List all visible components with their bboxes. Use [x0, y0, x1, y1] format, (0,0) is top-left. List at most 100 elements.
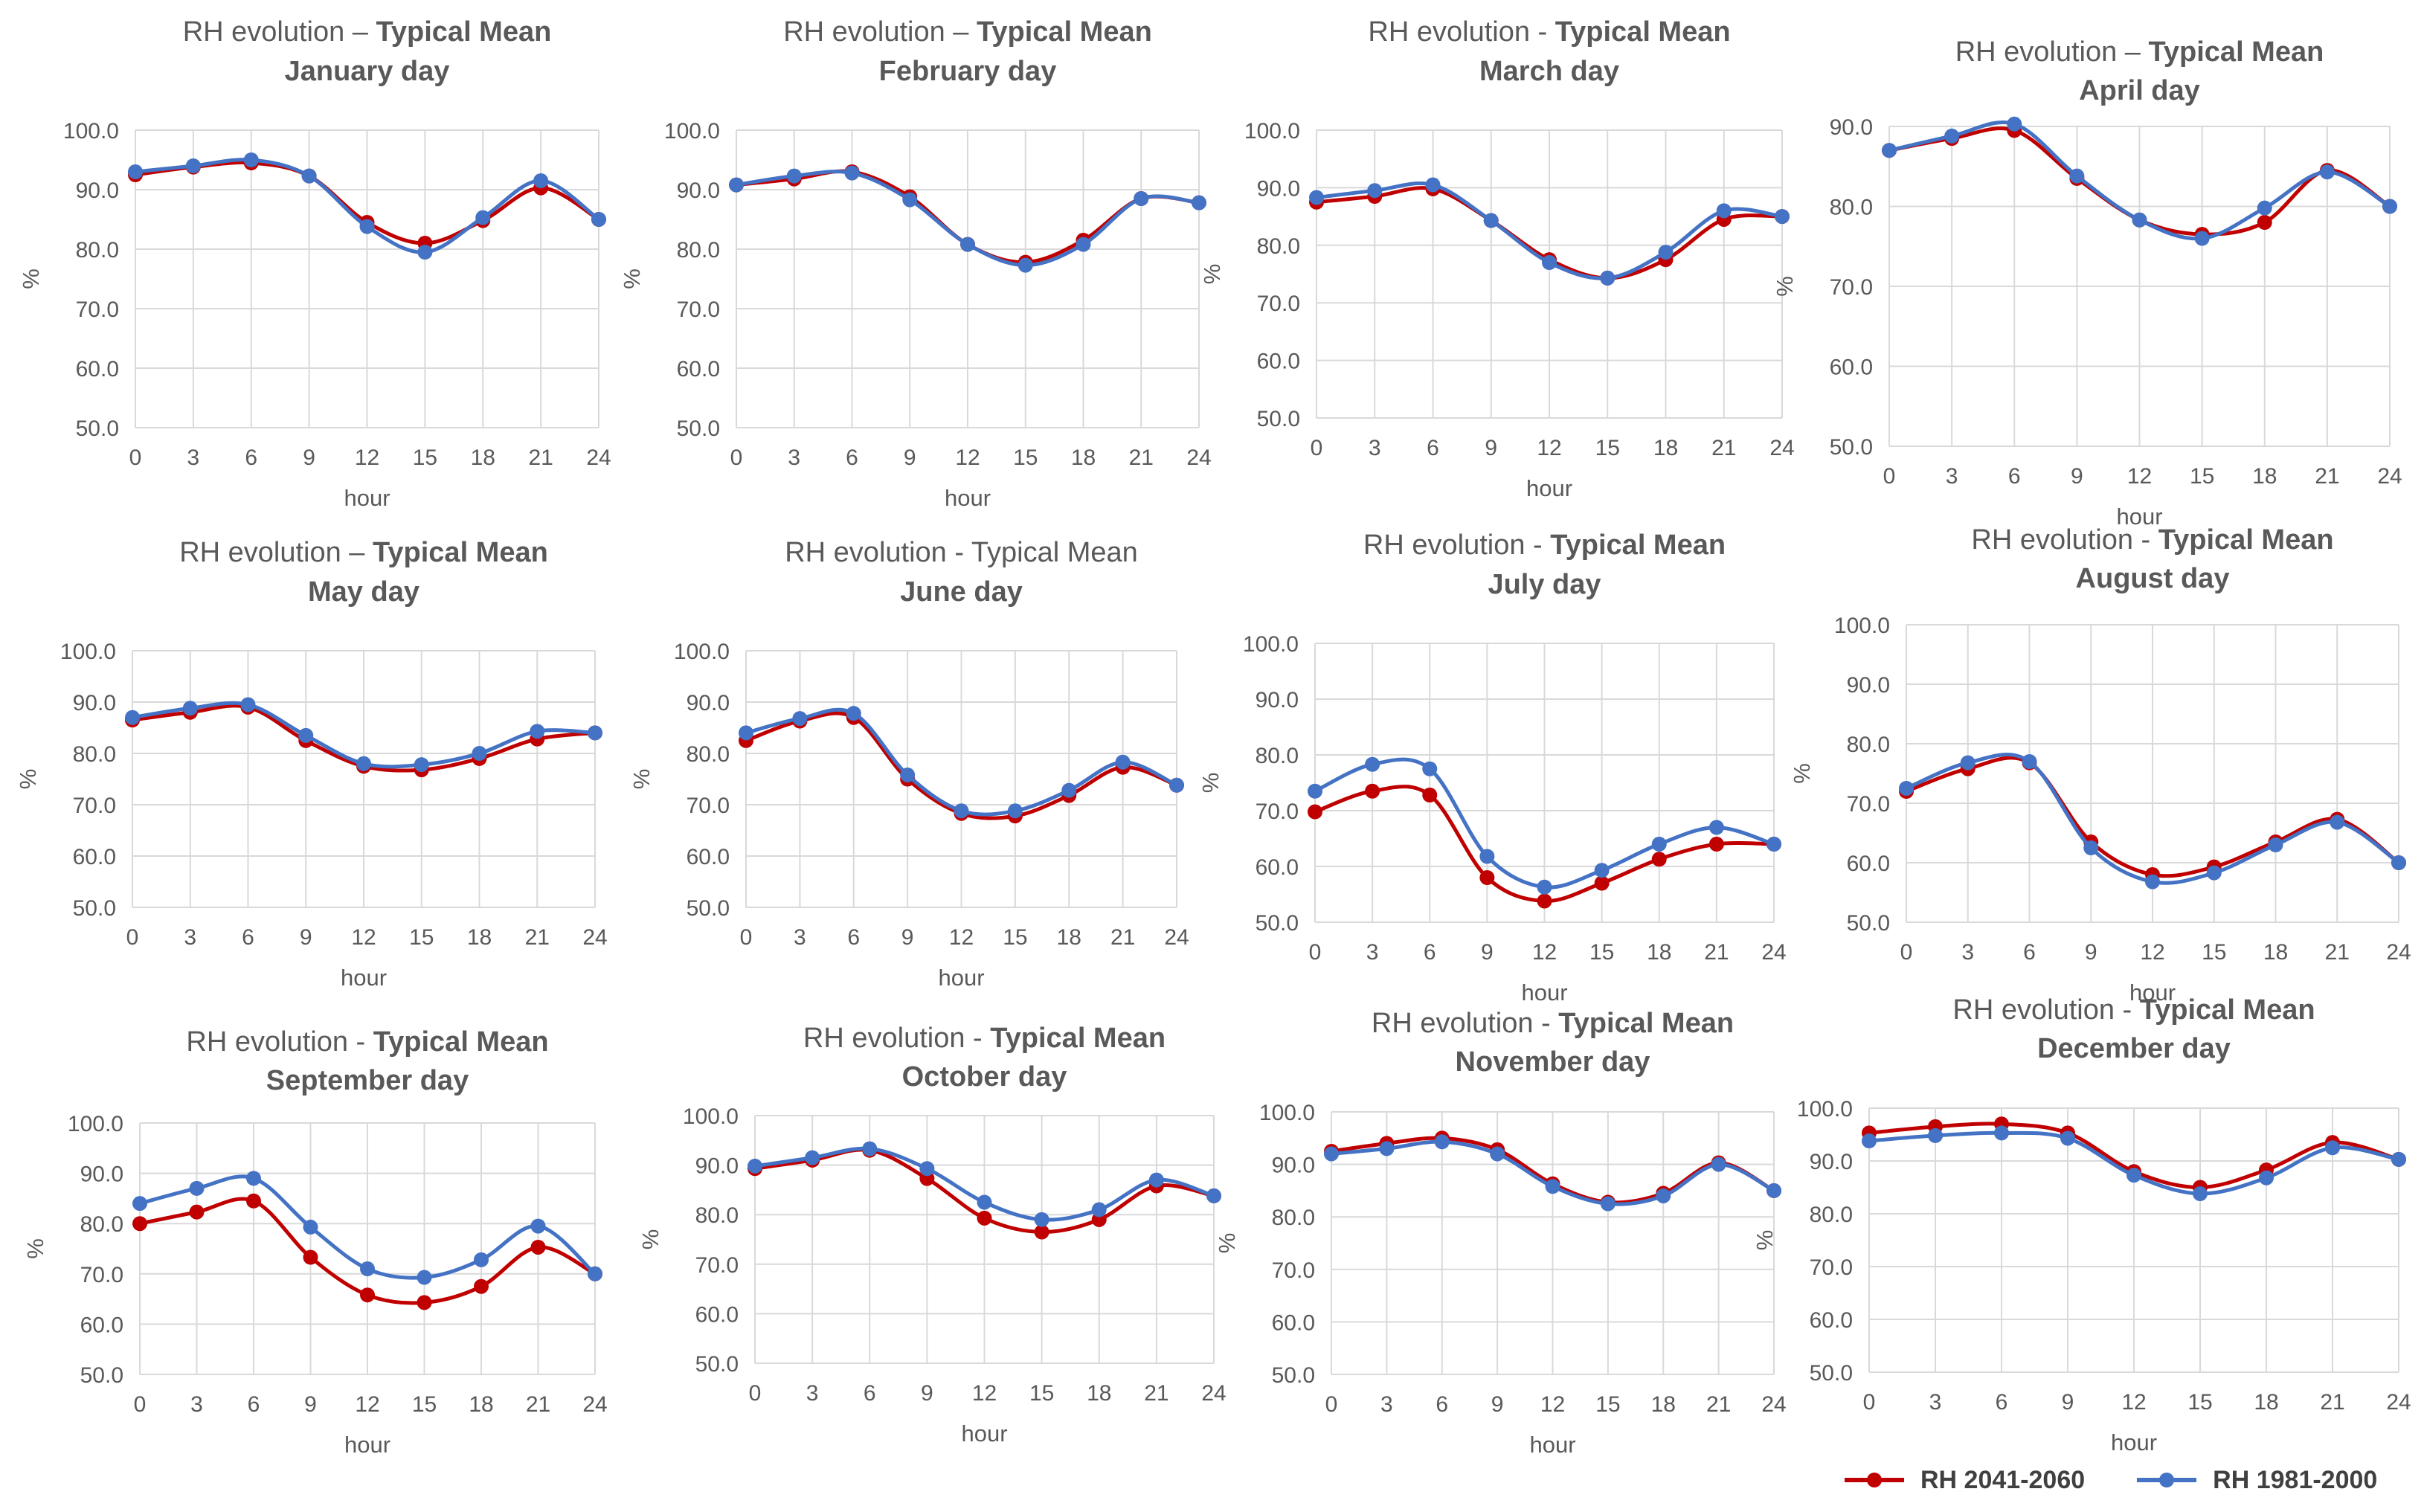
x-tick-label: 6 [864, 1381, 876, 1406]
data-point [125, 710, 140, 725]
chart-title-prefix: RH evolution - [785, 537, 971, 568]
x-tick-label: 3 [190, 1392, 203, 1417]
data-point [2206, 865, 2222, 881]
y-tick-label: 90.0 [687, 691, 730, 715]
y-tick-label: 50.0 [73, 896, 116, 921]
y-tick-label: 50.0 [1847, 911, 1890, 936]
data-point [2083, 840, 2099, 855]
x-tick-label: 9 [2085, 940, 2097, 965]
data-point [1115, 754, 1131, 770]
y-tick-label: 60.0 [687, 845, 730, 869]
data-point [1017, 257, 1033, 273]
chart-subtitle: December day [2037, 1033, 2231, 1064]
chart-title-prefix: RH evolution - [1368, 16, 1555, 48]
y-axis-label: % [1772, 276, 1798, 297]
data-point [1708, 820, 1724, 835]
y-axis-label: % [1199, 264, 1225, 285]
chart-5: RH evolution - Typical Mean June day 50.0 6… [628, 537, 1189, 991]
x-tick-label: 12 [2121, 1390, 2146, 1415]
y-tick-label: 60.0 [1257, 350, 1300, 374]
x-tick-label: 0 [1325, 1392, 1338, 1417]
y-tick-label: 100.0 [1243, 632, 1299, 657]
legend-item-2041-2060: RH 2041-2060 [1845, 1466, 2085, 1495]
data-point [1994, 1125, 2009, 1141]
data-point [530, 1239, 546, 1255]
data-point [591, 212, 606, 227]
chart-title-bold: Typical Mean [2158, 524, 2334, 556]
chart-title: RH evolution - Typical Mean [803, 1023, 1166, 1054]
data-point [1076, 237, 1091, 252]
data-point [1148, 1172, 1164, 1188]
data-point [2257, 200, 2272, 216]
y-tick-label: 70.0 [1257, 292, 1300, 316]
data-point [189, 1180, 205, 1196]
chart-1: RH evolution – Typical Mean February day 5… [619, 16, 1212, 511]
x-tick-label: 6 [846, 445, 858, 470]
data-point [303, 1249, 318, 1265]
chart-subtitle: March day [1479, 56, 1619, 87]
data-point [1169, 777, 1184, 793]
chart-title: RH evolution - Typical Mean [785, 537, 1138, 568]
x-tick-label: 21 [1144, 1381, 1168, 1406]
x-axis-label: hour [2116, 504, 2162, 530]
x-tick-label: 3 [794, 925, 806, 950]
x-tick-label: 24 [1761, 940, 1786, 965]
data-point [132, 1216, 147, 1232]
data-point [805, 1150, 820, 1165]
data-point [301, 168, 317, 184]
x-tick-label: 21 [1711, 436, 1736, 460]
x-axis-label: hour [1521, 979, 1567, 1006]
y-tick-label: 80.0 [1257, 234, 1300, 259]
x-tick-label: 24 [582, 925, 607, 950]
data-point [2330, 814, 2345, 830]
data-point [862, 1141, 878, 1156]
x-tick-label: 24 [586, 445, 611, 470]
y-axis-label: % [15, 769, 41, 790]
data-point [1600, 1196, 1616, 1212]
data-point [1490, 1146, 1505, 1162]
y-axis-label: % [1789, 763, 1815, 784]
x-tick-label: 15 [413, 445, 437, 470]
chart-title-bold: Typical Mean [1555, 16, 1731, 48]
data-point [977, 1194, 992, 1210]
x-tick-label: 21 [2320, 1390, 2344, 1415]
data-point [1425, 177, 1441, 193]
x-tick-label: 9 [303, 445, 315, 470]
x-tick-label: 18 [469, 1392, 493, 1417]
chart-title: RH evolution - Typical Mean [1952, 994, 2315, 1026]
y-tick-label: 90.0 [1256, 688, 1299, 712]
chart-7: RH evolution - Typical Mean August day 50.… [1789, 524, 2411, 1006]
x-tick-label: 15 [1013, 445, 1038, 470]
x-tick-label: 3 [1369, 436, 1381, 460]
data-point [414, 757, 429, 773]
x-tick-label: 18 [2254, 1390, 2278, 1415]
legend-item-1981-2000: RH 1981-2000 [2137, 1466, 2377, 1495]
legend-label-1981-2000: RH 1981-2000 [2213, 1465, 2378, 1494]
y-axis-label: % [637, 1229, 663, 1250]
data-point [792, 711, 808, 727]
data-point [1483, 213, 1499, 228]
y-tick-label: 60.0 [73, 845, 116, 869]
data-point [1308, 783, 1322, 799]
x-tick-label: 0 [126, 925, 139, 950]
x-tick-label: 9 [901, 925, 914, 950]
x-tick-label: 6 [245, 445, 257, 470]
chart-10: RH evolution - Typical Mean November day 5… [1214, 1008, 1787, 1458]
x-tick-label: 18 [471, 445, 495, 470]
data-point [472, 746, 487, 761]
y-tick-label: 70.0 [1272, 1258, 1315, 1283]
y-tick-label: 70.0 [695, 1253, 739, 1278]
data-point [1479, 870, 1495, 885]
x-tick-label: 9 [1481, 940, 1494, 965]
x-tick-label: 18 [2263, 940, 2288, 965]
y-tick-label: 80.0 [695, 1203, 739, 1228]
x-tick-label: 18 [1651, 1392, 1676, 1417]
data-point [1379, 1141, 1395, 1156]
data-point [748, 1158, 762, 1174]
y-tick-label: 90.0 [695, 1154, 739, 1179]
y-tick-label: 100.0 [68, 1112, 123, 1136]
x-tick-label: 15 [1589, 940, 1614, 965]
y-tick-label: 80.0 [687, 742, 730, 767]
data-point [1422, 788, 1438, 802]
data-point [1711, 1156, 1726, 1172]
